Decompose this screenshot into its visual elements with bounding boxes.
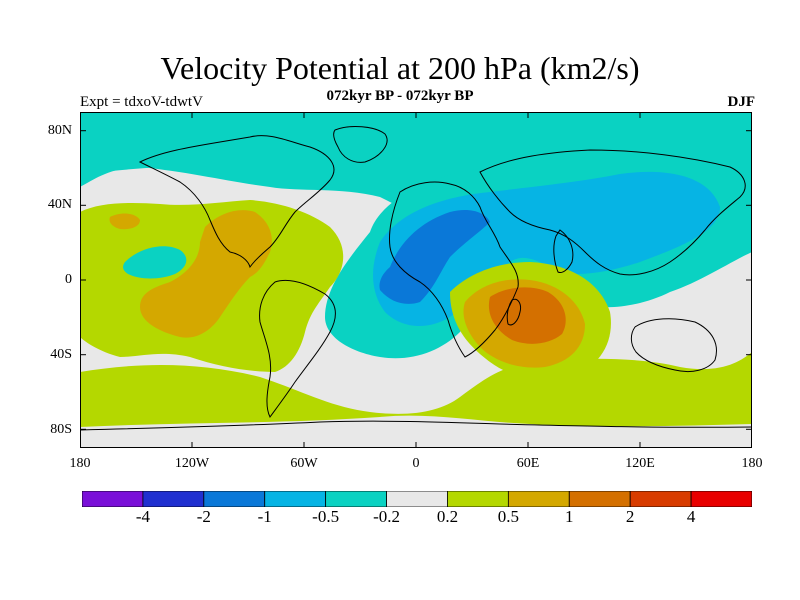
africa-negative-strong bbox=[379, 210, 490, 304]
antarctic-neutral-strip bbox=[80, 415, 752, 448]
colorbar-label-0: -4 bbox=[135, 507, 150, 526]
colorbar-swatch-0 bbox=[82, 491, 144, 507]
colorbar-label-6: 0.5 bbox=[497, 507, 519, 526]
colorbar-label-9: 4 bbox=[686, 507, 696, 526]
map-subtitle: 072kyr BP - 072kyr BP bbox=[326, 88, 474, 104]
colorbar-swatch-3 bbox=[264, 491, 327, 507]
colorbar-label-4: -0.2 bbox=[373, 507, 400, 526]
experiment-label: Expt = tdxoV-tdwtV bbox=[80, 94, 203, 110]
velocity-potential-map bbox=[80, 112, 752, 448]
europe-africa-coast bbox=[389, 181, 519, 358]
greenland-coast bbox=[333, 126, 388, 163]
lon-tick-60e: 60E bbox=[516, 456, 540, 471]
lat-tick-80n: 80N bbox=[47, 123, 72, 138]
east-asia-negative-patch bbox=[639, 262, 677, 284]
central-pacific-negative-patch bbox=[123, 246, 187, 279]
lon-tick-60w: 60W bbox=[290, 456, 318, 471]
colorbar-swatch-5 bbox=[386, 491, 448, 507]
lon-tick-180e: 180 bbox=[741, 456, 763, 471]
colorbar bbox=[82, 491, 752, 507]
madagascar-coast bbox=[506, 298, 521, 326]
north-america-coast bbox=[138, 135, 335, 269]
indian-ocean-positive-strong bbox=[488, 287, 566, 344]
colorbar-label-3: -0.5 bbox=[312, 507, 340, 526]
colorbar-swatch-1 bbox=[142, 491, 205, 507]
south-america-coast bbox=[259, 279, 336, 418]
colorbar-swatch-9 bbox=[629, 491, 692, 507]
colorbar-label-7: 1 bbox=[565, 507, 574, 526]
lon-tick-180w: 180 bbox=[69, 456, 91, 471]
colorbar-swatch-4 bbox=[325, 491, 387, 507]
lat-tick-40n: 40N bbox=[47, 197, 72, 212]
colorbar-swatch-6 bbox=[447, 491, 509, 507]
colorbar-swatch-8 bbox=[568, 491, 631, 507]
map-title: Velocity Potential at 200 hPa (km2/s) bbox=[160, 50, 640, 86]
lon-tick-120w: 120W bbox=[174, 456, 210, 471]
lat-tick-80s: 80S bbox=[50, 422, 72, 437]
colorbar-label-2: -1 bbox=[257, 507, 272, 526]
colorbar-swatch-7 bbox=[507, 491, 570, 507]
lat-tick-40s: 40S bbox=[50, 347, 72, 362]
lon-tick-0: 0 bbox=[412, 456, 420, 471]
colorbar-swatch-10 bbox=[690, 491, 752, 507]
colorbar-swatch-2 bbox=[203, 491, 266, 507]
antarctica-coast bbox=[80, 420, 752, 431]
colorbar-label-8: 2 bbox=[625, 507, 635, 526]
east-pacific-positive-patch bbox=[109, 213, 140, 230]
map-tick-marks bbox=[80, 112, 752, 448]
lat-tick-0: 0 bbox=[65, 272, 72, 287]
colorbar-label-1: -2 bbox=[196, 507, 211, 526]
coastlines bbox=[80, 126, 752, 431]
season-label: DJF bbox=[727, 94, 756, 110]
australia-coast bbox=[630, 318, 717, 373]
colorbar-label-5: 0.2 bbox=[436, 507, 459, 526]
north-pacific-negative bbox=[80, 112, 752, 177]
americas-positive-mid bbox=[140, 210, 272, 338]
lon-tick-120e: 120E bbox=[625, 456, 655, 471]
asia-coast bbox=[479, 149, 746, 276]
india-coast bbox=[553, 229, 574, 273]
